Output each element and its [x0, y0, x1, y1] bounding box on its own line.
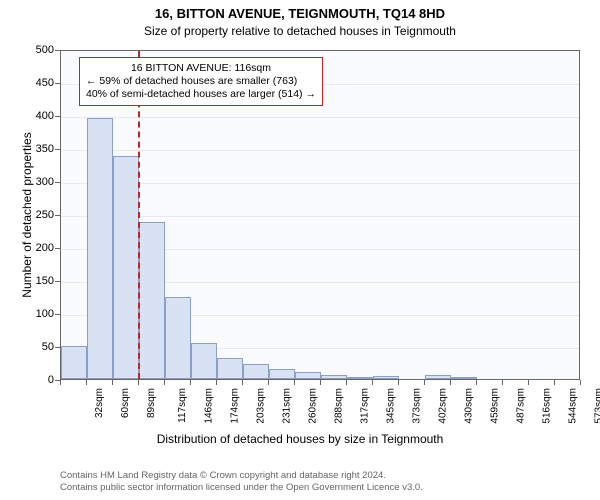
footer-line-1: Contains HM Land Registry data © Crown c…: [60, 470, 423, 482]
x-tick-mark: [450, 380, 451, 385]
x-tick-label: 260sqm: [308, 388, 319, 424]
x-tick-mark: [190, 380, 191, 385]
x-tick-mark: [424, 380, 425, 385]
histogram-bar: [191, 343, 217, 379]
histogram-bar: [139, 222, 165, 379]
y-tick-mark: [55, 182, 60, 183]
x-tick-mark: [398, 380, 399, 385]
x-tick-mark: [476, 380, 477, 385]
x-tick-mark: [346, 380, 347, 385]
x-tick-mark: [580, 380, 581, 385]
y-tick-label: 450: [24, 77, 54, 89]
y-tick-mark: [55, 248, 60, 249]
page-subtitle: Size of property relative to detached ho…: [0, 24, 600, 38]
y-tick-mark: [55, 116, 60, 117]
x-tick-label: 32sqm: [94, 388, 105, 418]
x-tick-mark: [554, 380, 555, 385]
histogram-bar: [165, 297, 191, 380]
histogram-bar: [243, 364, 269, 379]
y-tick-mark: [55, 50, 60, 51]
histogram-bar: [425, 375, 451, 379]
x-tick-mark: [86, 380, 87, 385]
x-tick-label: 117sqm: [177, 388, 188, 423]
x-tick-mark: [216, 380, 217, 385]
x-tick-label: 430sqm: [464, 388, 475, 424]
x-tick-mark: [372, 380, 373, 385]
histogram-bar: [295, 372, 321, 379]
x-axis-label: Distribution of detached houses by size …: [0, 432, 600, 446]
footer: Contains HM Land Registry data © Crown c…: [60, 470, 423, 494]
y-axis-label: Number of detached properties: [20, 115, 34, 315]
x-tick-label: 146sqm: [204, 388, 215, 424]
info-line-3: 40% of semi-detached houses are larger (…: [86, 88, 316, 101]
x-tick-mark: [60, 380, 61, 385]
x-tick-label: 345sqm: [386, 388, 397, 424]
x-tick-label: 402sqm: [438, 388, 449, 424]
histogram-bar: [373, 376, 399, 379]
histogram-plot: 16 BITTON AVENUE: 116sqm ← 59% of detach…: [60, 50, 580, 380]
x-tick-mark: [164, 380, 165, 385]
x-tick-mark: [242, 380, 243, 385]
x-tick-label: 516sqm: [542, 388, 553, 424]
x-tick-label: 203sqm: [256, 388, 267, 424]
histogram-bar: [87, 118, 113, 379]
x-tick-label: 573sqm: [594, 388, 600, 424]
y-tick-label: 0: [24, 374, 54, 386]
x-tick-mark: [268, 380, 269, 385]
x-tick-label: 89sqm: [146, 388, 157, 418]
y-tick-mark: [55, 314, 60, 315]
y-tick-label: 50: [24, 341, 54, 353]
y-tick-mark: [55, 281, 60, 282]
histogram-bar: [347, 377, 373, 379]
x-tick-label: 317sqm: [360, 388, 371, 424]
x-tick-label: 373sqm: [412, 388, 423, 424]
x-tick-label: 60sqm: [120, 388, 131, 418]
x-tick-label: 174sqm: [230, 388, 241, 424]
page-title: 16, BITTON AVENUE, TEIGNMOUTH, TQ14 8HD: [0, 6, 600, 21]
histogram-bar: [217, 358, 243, 379]
y-tick-mark: [55, 83, 60, 84]
x-tick-label: 544sqm: [568, 388, 579, 424]
y-tick-mark: [55, 347, 60, 348]
histogram-bar: [451, 377, 477, 379]
histogram-bar: [269, 369, 295, 379]
x-tick-mark: [502, 380, 503, 385]
info-line-2: ← 59% of detached houses are smaller (76…: [86, 75, 316, 88]
info-line-1: 16 BITTON AVENUE: 116sqm: [86, 62, 316, 75]
x-tick-label: 487sqm: [516, 388, 527, 424]
histogram-bar: [61, 346, 87, 379]
x-tick-label: 288sqm: [334, 388, 345, 424]
x-tick-label: 459sqm: [490, 388, 501, 424]
x-tick-label: 231sqm: [282, 388, 293, 424]
x-tick-mark: [528, 380, 529, 385]
y-tick-label: 500: [24, 44, 54, 56]
y-tick-mark: [55, 215, 60, 216]
histogram-bar: [113, 156, 139, 379]
x-tick-mark: [112, 380, 113, 385]
property-info-box: 16 BITTON AVENUE: 116sqm ← 59% of detach…: [79, 57, 323, 106]
x-tick-mark: [320, 380, 321, 385]
x-tick-mark: [138, 380, 139, 385]
histogram-bar: [321, 375, 347, 379]
footer-line-2: Contains public sector information licen…: [60, 482, 423, 494]
x-tick-mark: [294, 380, 295, 385]
y-tick-mark: [55, 149, 60, 150]
